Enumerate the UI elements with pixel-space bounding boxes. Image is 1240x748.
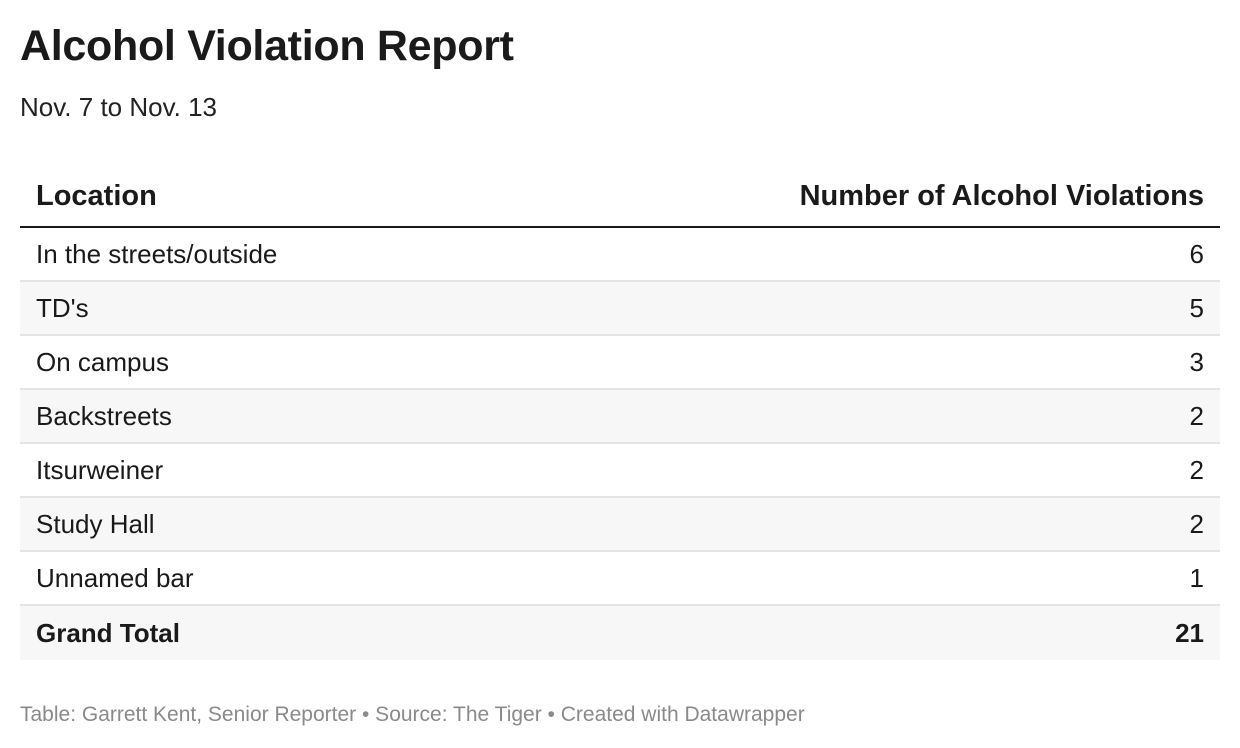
- table-row: Unnamed bar 1: [20, 552, 1220, 606]
- row-location: Unnamed bar: [36, 562, 194, 593]
- row-violation-count: 1: [1189, 562, 1204, 593]
- row-location: Itsurweiner: [36, 454, 164, 485]
- grand-total-label: Grand Total: [36, 617, 180, 648]
- table-row: Backstreets 2: [20, 390, 1220, 444]
- row-location: Study Hall: [36, 508, 155, 539]
- table-row: In the streets/outside 6: [20, 228, 1220, 282]
- row-violation-count: 2: [1189, 400, 1204, 431]
- chart-subtitle: Nov. 7 to Nov. 13: [20, 92, 218, 122]
- row-violation-count: 2: [1189, 508, 1204, 539]
- table-header-row: Location Number of Alcohol Violations: [20, 170, 1220, 228]
- row-violation-count: 3: [1189, 346, 1204, 377]
- row-location: On campus: [36, 346, 169, 377]
- row-location: Backstreets: [36, 400, 172, 431]
- row-location: TD's: [36, 292, 89, 323]
- chart-title: Alcohol Violation Report: [20, 22, 514, 70]
- column-header-violations: Number of Alcohol Violations: [799, 180, 1204, 212]
- grand-total-value: 21: [1175, 617, 1204, 648]
- table-row: Study Hall 2: [20, 498, 1220, 552]
- column-header-location: Location: [36, 180, 157, 212]
- row-violation-count: 6: [1189, 238, 1204, 269]
- row-location: In the streets/outside: [36, 238, 278, 269]
- table-row: On campus 3: [20, 336, 1220, 390]
- row-violation-count: 5: [1189, 292, 1204, 323]
- data-table: Location Number of Alcohol Violations In…: [20, 170, 1220, 660]
- table-row: TD's 5: [20, 282, 1220, 336]
- source-footer: Table: Garrett Kent, Senior Reporter • S…: [20, 703, 805, 726]
- table-row: Itsurweiner 2: [20, 444, 1220, 498]
- row-violation-count: 2: [1189, 454, 1204, 485]
- grand-total-row: Grand Total 21: [20, 606, 1220, 660]
- table-body: In the streets/outside 6 TD's 5 On campus 3 Ba…: [20, 228, 1220, 606]
